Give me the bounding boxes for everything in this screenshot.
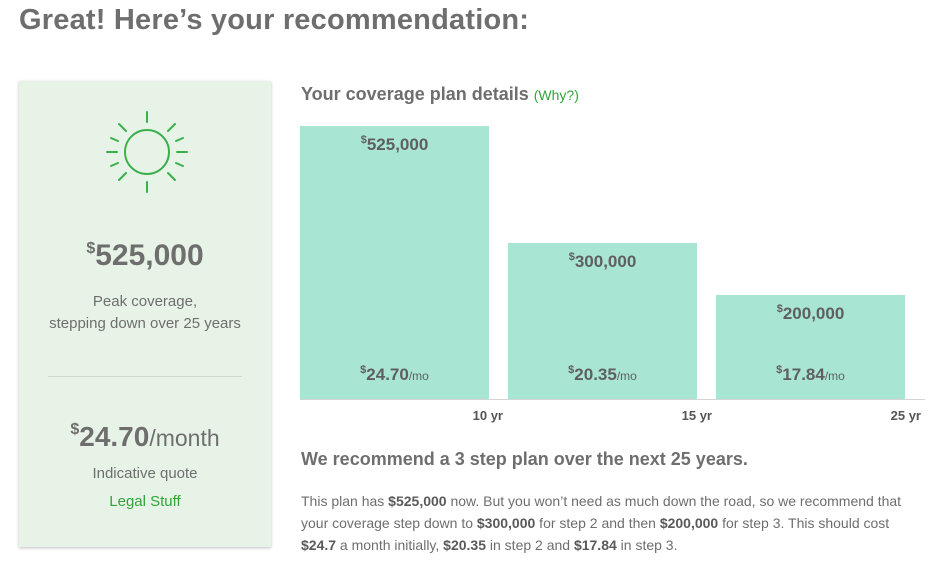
quote-label: Indicative quote xyxy=(92,465,198,482)
chart-bar: $525,000 $24.70/mo xyxy=(300,126,489,399)
peak-coverage-description: Peak coverage, stepping down over 25 yea… xyxy=(19,291,271,335)
bar-premium-label: $17.84/mo xyxy=(716,364,905,385)
bar-premium-value: 17.84 xyxy=(782,365,825,384)
premium-unit: /mo xyxy=(824,369,845,383)
rec-amount-1: $525,000 xyxy=(388,493,447,509)
rec-text-1: This plan has xyxy=(301,493,389,509)
divider xyxy=(48,376,242,377)
currency-symbol: $ xyxy=(360,134,367,146)
monthly-quote: $24.70/month xyxy=(19,421,271,453)
currency-symbol: $ xyxy=(568,364,575,376)
currency-symbol: $ xyxy=(568,251,575,263)
bar-coverage-value: 200,000 xyxy=(782,304,845,323)
why-link[interactable]: (Why?) xyxy=(533,87,579,103)
monthly-amount: 24.70 xyxy=(79,421,150,452)
rec-text-3: for step 2 and then xyxy=(535,515,660,531)
bar-premium-label: $20.35/mo xyxy=(508,364,697,385)
rec-amount-6: $17.84 xyxy=(573,537,617,553)
x-axis-tick-label: 25 yr xyxy=(890,408,921,423)
rec-amount-4: $24.7 xyxy=(301,537,337,553)
x-axis-tick-label: 10 yr xyxy=(472,408,503,423)
plan-details-title: Your coverage plan details xyxy=(301,84,529,104)
peak-coverage-value: 525,000 xyxy=(95,239,204,272)
peak-desc-line-2: stepping down over 25 years xyxy=(49,315,241,332)
currency-symbol: $ xyxy=(776,364,783,376)
bar-coverage-label: $200,000 xyxy=(716,303,905,324)
bar-coverage-label: $525,000 xyxy=(300,134,489,155)
rec-text-2: now. But you won’t need as much down the… xyxy=(301,493,902,531)
peak-coverage: $525,000 xyxy=(19,239,271,273)
chart-baseline xyxy=(300,399,925,400)
currency-symbol: $ xyxy=(776,303,783,315)
recommendation-title: We recommend a 3 step plan over the next… xyxy=(301,449,748,469)
peak-desc-line-1: Peak coverage, xyxy=(92,293,198,310)
page-title: Great! Here’s your recommendation: xyxy=(19,4,530,36)
rec-text-4: for step 3. This should cost xyxy=(718,515,890,531)
rec-text-5: a month initially, xyxy=(336,537,444,553)
summary-card: $525,000 Peak coverage, stepping down ov… xyxy=(19,81,271,547)
currency-symbol: $ xyxy=(70,421,80,438)
bar-premium-label: $24.70/mo xyxy=(300,364,489,385)
currency-symbol: $ xyxy=(360,364,367,376)
plan-details-heading: Your coverage plan details (Why?) xyxy=(301,84,579,105)
rec-amount-2: $300,000 xyxy=(476,515,536,531)
monthly-unit: /month xyxy=(149,425,220,451)
bar-premium-value: 24.70 xyxy=(366,365,409,384)
premium-unit: /mo xyxy=(616,369,637,383)
x-axis-tick-label: 15 yr xyxy=(681,408,712,423)
chart-bar: $200,000 $17.84/mo xyxy=(716,295,905,399)
sun-icon xyxy=(106,111,188,193)
recommendation-text: This plan has $525,000 now. But you won’… xyxy=(301,490,926,556)
rec-amount-5: $20.35 xyxy=(443,537,486,553)
chart-bar: $300,000 $20.35/mo xyxy=(508,243,697,399)
bar-coverage-value: 525,000 xyxy=(366,135,429,154)
bar-premium-value: 20.35 xyxy=(574,365,617,384)
bar-coverage-value: 300,000 xyxy=(574,252,637,271)
rec-amount-3: $200,000 xyxy=(659,515,719,531)
bar-coverage-label: $300,000 xyxy=(508,251,697,272)
premium-unit: /mo xyxy=(408,369,429,383)
rec-text-6: in step 2 and xyxy=(486,537,574,553)
rec-text-7: in step 3. xyxy=(616,537,678,553)
coverage-chart: $525,000 $24.70/mo 10 yr $300,000 $20.35/mo 1… xyxy=(300,126,925,426)
legal-stuff-link[interactable]: Legal Stuff xyxy=(109,493,181,510)
currency-symbol: $ xyxy=(86,240,96,257)
